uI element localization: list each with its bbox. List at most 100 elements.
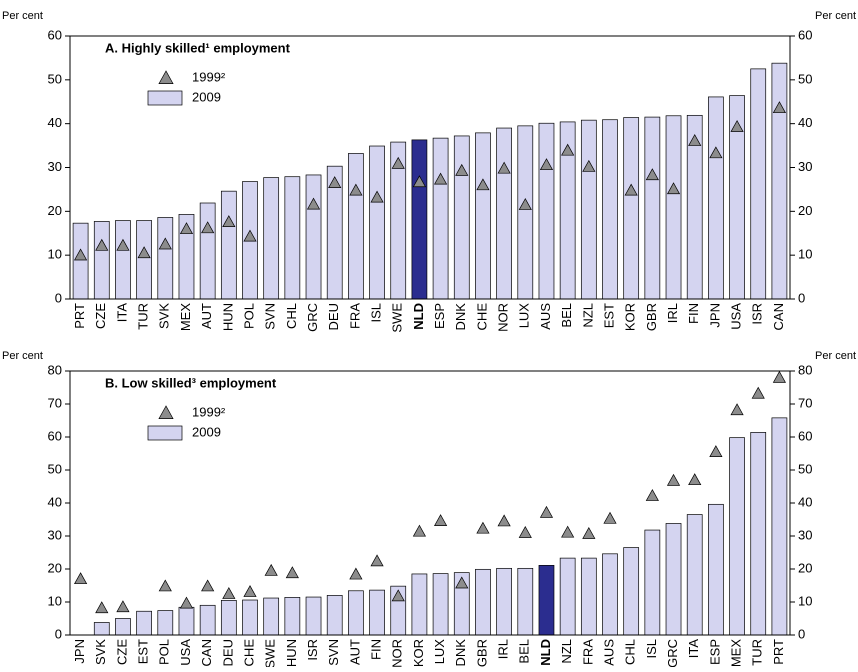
marker [688, 473, 702, 486]
x-tick-label: TUR [750, 639, 765, 666]
marker [624, 183, 638, 196]
y2-tick-label: 0 [798, 626, 805, 641]
bar [348, 153, 364, 300]
x-tick-label: SWE [263, 639, 278, 667]
x-tick-label: ITA [686, 639, 701, 659]
x-tick-label: CAN [199, 639, 214, 666]
x-tick-label: NOR [496, 303, 511, 332]
y2-tick-label: 80 [798, 362, 812, 377]
bar [220, 599, 237, 636]
x-tick-label: JPN [72, 639, 87, 664]
x-tick-label: PRT [72, 303, 87, 329]
bar [750, 68, 767, 300]
y-tick-label: 0 [55, 626, 62, 641]
y2-tick-label: 40 [798, 494, 812, 509]
x-tick-label: AUS [538, 303, 553, 330]
legend-label: 2009 [192, 89, 221, 104]
x-tick-label: POL [157, 639, 172, 665]
bar [326, 595, 343, 636]
marker [412, 175, 427, 188]
x-tick-label: GRC [305, 303, 320, 332]
bar [708, 96, 724, 300]
bar [708, 503, 724, 636]
marker [95, 601, 109, 614]
marker [730, 403, 744, 416]
bar [136, 220, 152, 300]
x-tick-label: SWE [390, 303, 405, 333]
x-tick-label: FRA [347, 303, 362, 329]
bar [305, 596, 322, 636]
bar [538, 565, 555, 636]
marker [179, 222, 194, 235]
x-tick-label: DNK [453, 303, 468, 331]
marker [73, 248, 88, 261]
bar [199, 604, 216, 636]
x-tick-label: CHL [284, 303, 299, 329]
x-tick-label: BEL [559, 303, 574, 328]
bar [602, 553, 618, 636]
x-tick-label: KOR [411, 639, 426, 667]
y-tick-label: 60 [48, 27, 62, 42]
bar [284, 176, 301, 300]
bar [686, 514, 703, 636]
x-tick-label: LUX [517, 303, 532, 329]
bar [623, 547, 640, 636]
marker [772, 101, 787, 114]
x-tick-label: GBR [644, 303, 659, 331]
x-tick-label: NLD [538, 639, 553, 666]
bar [136, 610, 152, 636]
y-tick-label: 10 [48, 593, 62, 608]
x-tick-label: CHE [241, 639, 256, 667]
x-tick-label: ESP [707, 639, 722, 665]
marker [243, 229, 257, 242]
y2-tick-label: 70 [798, 395, 812, 410]
x-tick-label: KOR [623, 303, 638, 331]
y2-tick-label: 60 [798, 428, 812, 443]
x-tick-label: MEX [728, 639, 743, 667]
marker [603, 511, 617, 524]
bar [559, 557, 576, 636]
marker [433, 514, 448, 526]
bar [411, 573, 428, 636]
marker [349, 183, 363, 196]
bar [644, 529, 661, 636]
bar [178, 606, 195, 636]
x-tick-label: ITA [114, 303, 129, 323]
x-tick-label: BEL [517, 639, 532, 664]
legend-marker [158, 405, 174, 419]
x-tick-label: DNK [453, 639, 468, 667]
marker [497, 514, 511, 527]
bar [348, 590, 364, 636]
marker [772, 370, 787, 383]
x-tick-label: HUN [284, 639, 299, 667]
x-tick-label: SVN [263, 303, 278, 330]
bar [115, 618, 131, 636]
marker [391, 156, 405, 169]
y2-tick-label: 30 [798, 159, 812, 174]
marker [370, 190, 384, 203]
marker [116, 238, 130, 251]
marker [709, 445, 723, 457]
marker [328, 176, 342, 188]
bar [242, 599, 258, 636]
x-tick-label: GBR [474, 639, 489, 667]
bar [665, 115, 682, 300]
x-tick-label: ISR [750, 303, 765, 325]
x-tick-label: NOR [390, 639, 405, 667]
bar [475, 568, 491, 636]
marker [751, 386, 765, 399]
plot-frame [69, 370, 791, 636]
legend-label: 2009 [192, 424, 221, 439]
bar [602, 119, 618, 300]
bar [157, 217, 174, 300]
x-tick-label: SVK [93, 639, 108, 665]
legend-swatch [147, 90, 183, 106]
x-tick-label: ISR [305, 639, 320, 661]
x-tick-label: TUR [136, 303, 151, 330]
y2-tick-label: 40 [798, 115, 812, 130]
bar [369, 145, 385, 300]
panel-title: A. Highly skilled¹ employment [105, 40, 291, 55]
marker [666, 473, 681, 486]
panel-title: B. Low skilled³ employment [105, 375, 277, 390]
